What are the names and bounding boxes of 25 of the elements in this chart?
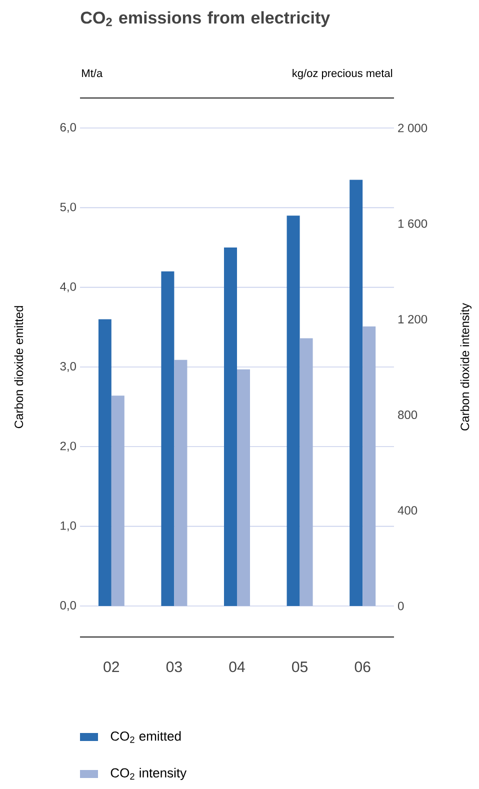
legend-label: CO$_{2}$ intensity <box>110 768 187 780</box>
x-tick-label: 04 <box>229 662 245 672</box>
y2-tick-label: 0 <box>398 602 404 610</box>
x-tick-label: 06 <box>354 662 370 672</box>
x-tick-label: 02 <box>104 662 119 672</box>
y2-tick-label: 1 200 <box>398 314 428 324</box>
y-tick-label: 4,0 <box>60 282 76 292</box>
x-tick-label: 03 <box>166 662 182 672</box>
y-axis-title: Carbon dioxide emitted <box>14 306 24 428</box>
chart-title: CO$_{2}$ emissions from electricity <box>80 11 330 28</box>
y2-tick-label: 2 000 <box>398 124 428 132</box>
y-tick-label: 1,0 <box>60 521 76 532</box>
legend-label: CO$_{2}$ emitted <box>110 731 181 743</box>
y-tick-label: 0,0 <box>60 601 76 611</box>
text: kg/oz precious metal <box>292 69 392 80</box>
y-tick-label: 2,0 <box>60 442 76 452</box>
y2-tick-label: 1 600 <box>398 219 428 228</box>
y2-axis-title: Carbon dioxide intensity <box>460 303 472 430</box>
y2-tick-label: 800 <box>398 410 418 420</box>
y-tick-label: 3,0 <box>60 362 76 372</box>
y-tick-label: 5,0 <box>60 202 76 213</box>
y-tick-label: 6,0 <box>60 123 76 133</box>
x-tick-label: 05 <box>292 662 308 672</box>
text: Mt/a <box>82 69 103 78</box>
y2-tick-label: 400 <box>398 506 418 515</box>
